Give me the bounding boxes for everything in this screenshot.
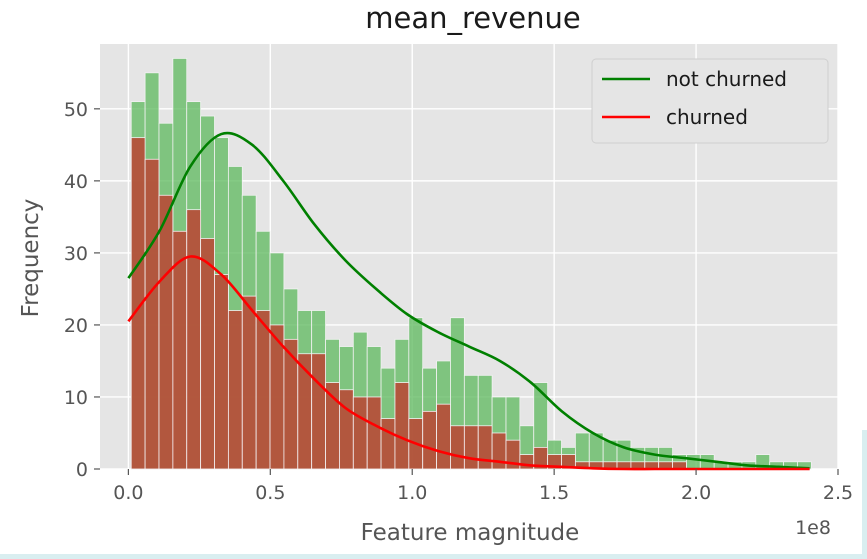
x-offset-label: 1e8 — [795, 517, 831, 539]
y-tick-label: 10 — [64, 387, 88, 409]
histogram-bar — [686, 454, 701, 470]
histogram-bar — [519, 454, 535, 470]
kde-lines — [127, 131, 810, 471]
right-border-strip — [862, 430, 867, 559]
bottom-border-strip — [0, 554, 867, 559]
histogram-bar — [477, 425, 493, 470]
histogram-bar — [227, 310, 243, 470]
legend-label-churned: churned — [666, 105, 748, 129]
histogram-bar — [144, 158, 160, 470]
x-tick-label: 2.5 — [823, 482, 853, 504]
histogram-bar — [394, 382, 410, 470]
histogram-bar — [186, 209, 202, 470]
histogram-bar — [463, 425, 479, 470]
x-tick-label: 0.0 — [113, 482, 143, 504]
y-tick-label: 30 — [64, 243, 88, 265]
y-axis-label: Frequency — [18, 199, 44, 318]
histogram-bar — [380, 418, 396, 470]
x-tick-label: 1.0 — [397, 482, 427, 504]
x-tick-label: 1.5 — [539, 482, 569, 504]
histogram-bar — [241, 295, 257, 470]
y-tick-label: 40 — [64, 171, 88, 193]
histogram-bar — [158, 194, 174, 470]
y-axis-ticks: 0 10 20 30 40 50 — [64, 99, 100, 481]
histogram-bar — [352, 396, 368, 470]
chart-title: mean_revenue — [365, 1, 580, 35]
y-tick-label: 20 — [64, 315, 88, 337]
x-tick-label: 0.5 — [255, 482, 285, 504]
histogram-bar — [422, 410, 437, 470]
histogram-bar — [436, 403, 451, 470]
kde-line-not-churned — [127, 131, 810, 470]
histogram-bar — [311, 353, 326, 470]
histogram-bar — [214, 274, 229, 470]
y-tick-label: 50 — [64, 99, 88, 121]
histogram-bar — [339, 389, 354, 470]
legend: not churned churned — [591, 58, 829, 144]
histogram-bar — [450, 425, 465, 470]
histogram-bar — [200, 238, 215, 470]
histogram-bar — [366, 396, 382, 470]
x-axis-ticks: 0.0 0.5 1.0 1.5 2.0 2.5 — [113, 469, 853, 504]
x-axis-label: Feature magnitude — [361, 520, 580, 546]
histogram-bar — [255, 310, 271, 470]
y-tick-label: 0 — [76, 459, 88, 481]
x-tick-label: 2.0 — [681, 482, 711, 504]
legend-box — [591, 58, 829, 144]
legend-label-not-churned: not churned — [666, 67, 787, 91]
histogram-bar — [491, 432, 507, 470]
kde-line-churned — [127, 255, 810, 471]
